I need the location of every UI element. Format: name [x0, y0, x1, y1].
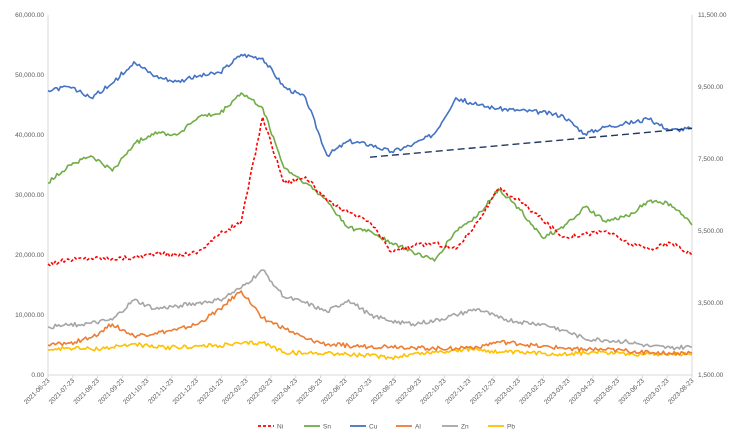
series-line-sn — [48, 92, 693, 262]
legend-label-al: Al — [415, 424, 421, 431]
legend-label-cu: Cu — [369, 424, 378, 431]
y-left-tick-label: 20,000.00 — [15, 252, 44, 259]
y-left-tick-label: 50,000.00 — [15, 72, 44, 79]
series-line-cu — [47, 53, 693, 158]
y-left-tick-label: 30,000.00 — [15, 192, 44, 199]
y-right-tick-label: 11,500.00 — [698, 12, 727, 19]
legend-label-sn: Sn — [323, 424, 331, 431]
series-layer — [47, 53, 693, 361]
y-left-tick-label: 10,000.00 — [15, 312, 44, 319]
y-right-tick-label: 3,500.00 — [698, 300, 724, 307]
y-right-tick-label: 5,500.00 — [698, 228, 724, 235]
legend-label-ni: Ni — [277, 424, 283, 431]
trendline — [369, 127, 693, 158]
series-line-al — [47, 290, 693, 356]
x-tick-label: 2021-10-23 — [122, 377, 151, 406]
series-line-pb — [47, 340, 693, 361]
y-right-tick-label: 7,500.00 — [698, 156, 724, 163]
legend: Ni Sn Cu Al Zn Pb — [258, 424, 515, 431]
y-left-tick-label: 0.00 — [31, 372, 44, 379]
y-left-tick-label: 60,000.00 — [15, 12, 44, 19]
x-tick-label: 2023-08-23 — [667, 377, 696, 406]
x-tick-label: 2022-10-23 — [419, 377, 448, 406]
series-line-zn — [47, 269, 693, 351]
y-left-tick-label: 40,000.00 — [15, 132, 44, 139]
legend-label-zn: Zn — [461, 424, 469, 431]
legend-label-pb: Pb — [507, 424, 515, 431]
y-right-tick-label: 1,500.00 — [698, 372, 724, 379]
y-right-tick-label: 9,500.00 — [698, 84, 724, 91]
